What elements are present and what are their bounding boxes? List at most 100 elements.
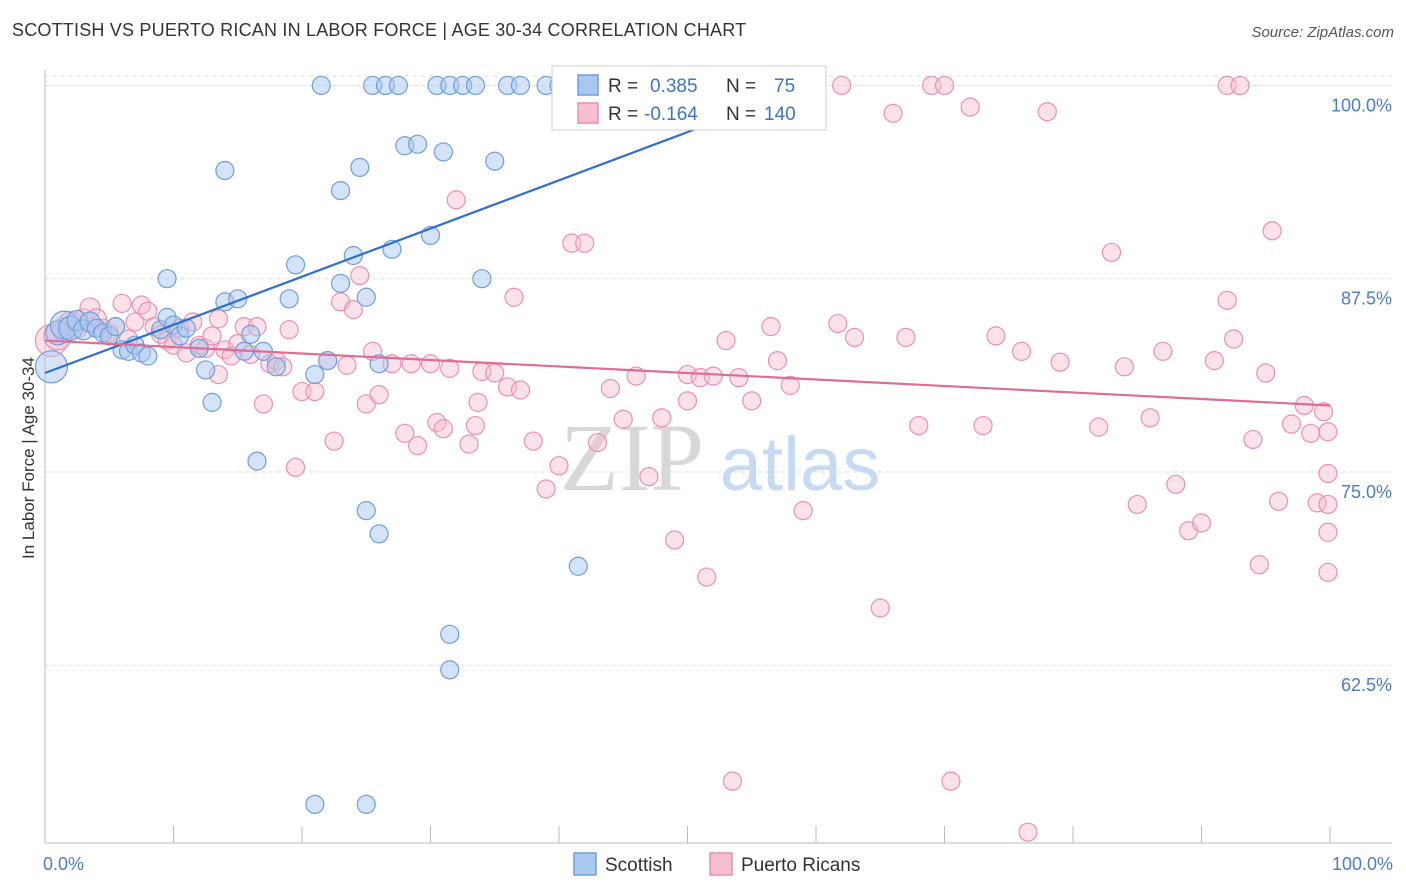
- pr-point-64: [549, 456, 569, 476]
- legend-scottish-n-label: N =: [726, 76, 756, 97]
- pr-point-88: [883, 103, 903, 123]
- scottish-point-45: [285, 255, 306, 275]
- y-tick-labels: 62.5% 75.0% 87.5% 100.0%: [1331, 95, 1392, 695]
- scottish-point-39: [408, 134, 428, 154]
- scottish-point-44: [215, 160, 235, 181]
- pr-point-117: [1301, 423, 1321, 443]
- pr-point-133: [337, 355, 357, 375]
- pr-point-135: [504, 287, 524, 307]
- scottish-point-70: [369, 524, 389, 544]
- source-label: Source: ZipAtlas.com: [1251, 24, 1394, 41]
- scottish-point-68: [485, 151, 505, 171]
- pr-point-45: [356, 394, 376, 414]
- scottish-point-0: [34, 350, 69, 384]
- pr-point-107: [1191, 513, 1212, 533]
- pr-point-39: [305, 381, 325, 402]
- scottish-point-76: [356, 794, 376, 814]
- pr-point-80: [742, 391, 762, 411]
- pr-point-72: [652, 408, 672, 428]
- watermark: ZIP atlas: [560, 404, 880, 511]
- pr-point-81: [767, 351, 788, 371]
- scottish-point-46: [157, 269, 177, 289]
- pr-point-68: [600, 378, 621, 399]
- x-tick-label-1: 100.0%: [1332, 854, 1393, 874]
- pr-point-98: [1050, 352, 1070, 372]
- pr-point-92: [934, 75, 955, 96]
- pr-point-108: [1204, 351, 1224, 371]
- legend-bottom-scottish-swatch: [573, 852, 597, 876]
- pr-point-99: [1089, 417, 1109, 437]
- pr-point-85: [832, 75, 852, 96]
- pr-point-62: [523, 431, 543, 451]
- pr-point-41: [324, 431, 344, 451]
- pr-point-69: [613, 409, 633, 429]
- pr-point-44: [350, 266, 370, 286]
- pr-point-36: [279, 320, 299, 340]
- pr-point-95: [986, 326, 1006, 346]
- scottish-point-31: [305, 364, 325, 385]
- legend-pr-n-value: 140: [764, 104, 796, 125]
- pr-point-103: [1140, 408, 1160, 428]
- legend-bottom-scottish-label: Scottish: [605, 855, 673, 876]
- scottish-point-22: [196, 360, 216, 380]
- legend-pr-swatch: [577, 102, 599, 124]
- pr-point-110: [1224, 329, 1244, 349]
- x-tick-label-0: 0.0%: [43, 854, 84, 874]
- watermark-atlas: atlas: [720, 422, 881, 507]
- pr-point-129: [1230, 75, 1250, 96]
- pr-point-13: [125, 312, 145, 332]
- pr-point-37: [285, 457, 306, 477]
- scottish-point-29: [266, 357, 286, 377]
- pr-point-122: [1318, 494, 1338, 515]
- pr-point-125: [722, 771, 743, 791]
- scottish-point-15: [138, 346, 158, 366]
- pr-point-67: [587, 432, 608, 453]
- stats-legend: R = 0.385 N = 75 R = -0.164 N = 140: [551, 65, 827, 131]
- pr-point-119: [1313, 402, 1334, 422]
- pr-point-77: [703, 366, 723, 386]
- pr-point-90: [909, 415, 929, 436]
- trend-lines: [44, 82, 1331, 407]
- pr-point-127: [1018, 822, 1038, 842]
- pr-point-102: [1127, 494, 1147, 515]
- scottish-point-33: [330, 273, 351, 293]
- legend-pr-n-label: N =: [726, 104, 756, 125]
- pr-point-49: [395, 423, 415, 443]
- pr-point-113: [1256, 363, 1276, 383]
- scottish-point-23: [202, 392, 222, 412]
- pr-point-94: [973, 415, 993, 436]
- pr-point-109: [1217, 290, 1237, 310]
- pr-point-71: [639, 466, 659, 487]
- scottish-point-72: [568, 556, 588, 576]
- y-axis-label: In Labor Force | Age 30-34: [19, 357, 38, 559]
- scottish-point-35: [356, 287, 376, 307]
- pr-point-114: [1268, 491, 1289, 511]
- scottish-point-42: [350, 157, 370, 177]
- pr-point-54: [440, 358, 460, 378]
- pr-point-100: [1101, 242, 1122, 263]
- pr-point-78: [716, 330, 736, 351]
- scottish-point-56: [510, 75, 531, 96]
- scottish-point-43: [330, 180, 351, 201]
- scottish-point-36: [369, 354, 389, 374]
- pr-point-51: [420, 354, 441, 374]
- scottish-point-50: [388, 75, 408, 96]
- pr-point-137: [468, 392, 488, 412]
- pr-point-83: [793, 501, 813, 521]
- series-legend: Scottish Puerto Ricans: [573, 852, 860, 876]
- scottish-point-54: [465, 75, 486, 96]
- pr-point-89: [896, 327, 916, 348]
- scottish-point-41: [433, 142, 453, 162]
- y-tick-label-1: 75.0%: [1341, 482, 1392, 502]
- pr-point-76: [697, 567, 717, 587]
- scottish-point-71: [356, 501, 376, 521]
- y-tick-label-3: 100.0%: [1331, 95, 1392, 115]
- pr-point-56: [459, 434, 479, 454]
- legend-scottish-n-value: 75: [774, 76, 795, 97]
- pr-point-124: [1318, 422, 1338, 442]
- pr-point-132: [401, 354, 421, 374]
- pr-point-139: [828, 313, 848, 334]
- scottish-point-27: [241, 324, 261, 344]
- pr-point-138: [761, 317, 781, 337]
- legend-scottish-swatch: [577, 74, 599, 96]
